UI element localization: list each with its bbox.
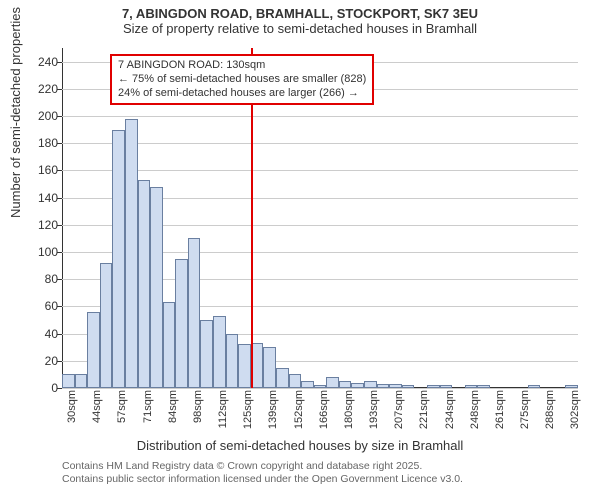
y-tick-label: 80 [24,272,58,286]
x-tick-label: 234sqm [444,390,456,429]
x-tick-label: 44sqm [91,390,103,423]
histogram-bar [402,385,415,388]
gridline [62,170,578,171]
histogram-bar [389,384,402,388]
x-tick-label: 166sqm [318,390,330,429]
histogram-bar [125,119,138,388]
histogram-bar [213,316,226,388]
histogram-bar [138,180,151,388]
histogram-bar [477,385,490,388]
histogram-bar [188,238,201,388]
histogram-bar [87,312,100,388]
histogram-bar [175,259,188,388]
histogram-bar [75,374,88,388]
x-tick-label: 139sqm [267,390,279,429]
histogram-bar [301,381,314,388]
histogram-bar [427,385,440,388]
y-tick-label: 160 [24,163,58,177]
footer-line-1: Contains HM Land Registry data © Crown c… [62,460,463,473]
histogram-bar [326,377,339,388]
x-tick-label: 71sqm [142,390,154,423]
histogram-bar [150,187,163,388]
x-tick-label: 57sqm [116,390,128,423]
x-tick-label: 275sqm [519,390,531,429]
y-tick-label: 60 [24,299,58,313]
x-tick-label: 152sqm [293,390,305,429]
x-tick-label: 193sqm [368,390,380,429]
histogram-bar [440,385,453,388]
x-tick-label: 84sqm [167,390,179,423]
chart-container: 7, ABINGDON ROAD, BRAMHALL, STOCKPORT, S… [0,0,600,500]
histogram-bar [289,374,302,388]
histogram-bar [226,334,239,388]
histogram-bar [465,385,478,388]
y-tick-label: 100 [24,245,58,259]
x-tick-label: 207sqm [393,390,405,429]
plot-area: 7 ABINGDON ROAD: 130sqm← 75% of semi-det… [62,48,578,388]
y-tick-label: 20 [24,354,58,368]
histogram-bar [351,383,364,388]
histogram-bar [314,385,327,388]
histogram-bar [200,320,213,388]
x-tick-label: 30sqm [66,390,78,423]
footer-credits: Contains HM Land Registry data © Crown c… [62,460,463,486]
chart-title-secondary: Size of property relative to semi-detach… [0,21,600,38]
x-tick-label: 112sqm [217,390,229,428]
annotation-line: ← 75% of semi-detached houses are smalle… [118,73,366,87]
histogram-bar [100,263,113,388]
y-tick-label: 200 [24,109,58,123]
histogram-bar [364,381,377,388]
y-axis-line [62,48,63,388]
histogram-bar [62,374,75,388]
x-tick-label: 261sqm [494,390,506,429]
annotation-line: 7 ABINGDON ROAD: 130sqm [118,59,366,73]
x-tick-label: 302sqm [569,390,581,429]
annotation-line: 24% of semi-detached houses are larger (… [118,87,366,101]
x-tick-label: 180sqm [343,390,355,429]
y-tick-label: 180 [24,136,58,150]
gridline [62,388,578,389]
annotation-box: 7 ABINGDON ROAD: 130sqm← 75% of semi-det… [110,54,374,105]
chart-title-primary: 7, ABINGDON ROAD, BRAMHALL, STOCKPORT, S… [0,0,600,21]
y-tick-label: 120 [24,218,58,232]
histogram-bar [238,344,251,388]
y-tick-label: 220 [24,82,58,96]
x-axis-label: Distribution of semi-detached houses by … [0,438,600,453]
histogram-bar [163,302,176,388]
histogram-bar [528,385,541,388]
gridline [62,143,578,144]
y-tick-label: 240 [24,55,58,69]
y-axis-label: Number of semi-detached properties [8,7,23,218]
x-tick-label: 288sqm [544,390,556,429]
x-tick-label: 221sqm [418,390,430,429]
y-tick-label: 0 [24,381,58,395]
histogram-bar [377,384,390,388]
histogram-bar [112,130,125,388]
histogram-bar [263,347,276,388]
x-tick-label: 98sqm [192,390,204,423]
x-tick-label: 248sqm [469,390,481,429]
histogram-bar [276,368,289,388]
x-tick-label: 125sqm [242,390,254,429]
y-tick-label: 40 [24,327,58,341]
y-tick-label: 140 [24,191,58,205]
histogram-bar [339,381,352,388]
gridline [62,116,578,117]
footer-line-2: Contains public sector information licen… [62,473,463,486]
histogram-bar [565,385,578,388]
